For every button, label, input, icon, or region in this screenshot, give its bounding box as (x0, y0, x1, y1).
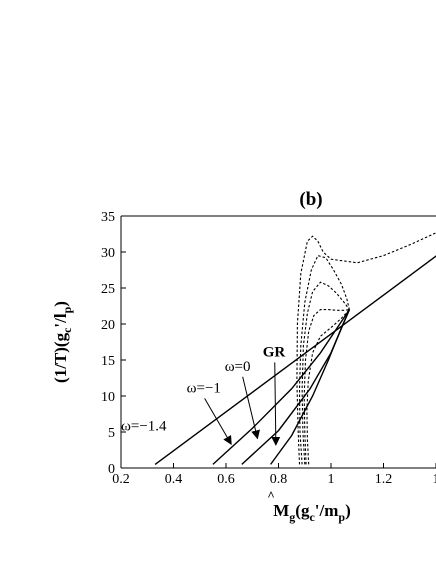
x-axis-title-close: ) (345, 501, 351, 520)
x-tick-label: 1 (433, 472, 436, 487)
dotted-curve (306, 309, 350, 465)
x-axis-hat: ^ (267, 488, 275, 503)
y-tick-label: 20 (101, 318, 115, 333)
y-axis-title-main: (1/T)(g (51, 332, 70, 383)
x-tick-label: 0.4 (165, 472, 183, 487)
series-group (154, 232, 436, 465)
annotation-arrow (242, 376, 260, 440)
x-tick-label: 1.2 (375, 472, 393, 487)
y-tick-label: 35 (101, 210, 115, 225)
x-axis-title: Mg(gc'/mp) (273, 501, 351, 524)
x-axis-title-main: M (273, 501, 289, 520)
y-axis-title: (1/T)(gc'/lp) (51, 301, 74, 383)
y-axis-title-mid: '/l (51, 313, 70, 327)
y-tick-label: 25 (101, 282, 115, 297)
x-ticks: 0.2 0.4 0.6 0.8 1 1.2 1 (112, 463, 436, 487)
solid-curve (270, 309, 351, 465)
y-tick-label: 0 (108, 462, 115, 477)
curve-annotation: ω=−1 (187, 380, 221, 396)
panel-label: (b) (299, 189, 322, 210)
x-axis-title-open: (g (295, 501, 310, 520)
x-axis-title-sub1: g (289, 510, 295, 524)
x-axis-title-sub3: p (338, 510, 345, 524)
dotted-curve (296, 232, 436, 465)
dotted-curve (298, 254, 350, 465)
y-axis-title-close: ) (51, 301, 70, 307)
annotation-arrow (204, 398, 232, 446)
x-axis-title-mid: '/m (315, 501, 339, 520)
curve-annotation: ω=−1.4 (121, 419, 167, 435)
y-axis-title-sub1: c (60, 327, 74, 333)
y-tick-label: 30 (101, 246, 115, 261)
x-tick-label: 0.2 (112, 472, 130, 487)
curve-annotation: ω=0 (225, 359, 251, 375)
solid-curve (154, 255, 436, 465)
x-axis-title-sub2: c (309, 510, 315, 524)
dotted-curve (301, 281, 350, 465)
y-tick-label: 15 (101, 354, 115, 369)
x-tick-label: 0.8 (270, 472, 288, 487)
annotations-group: GR ω=0ω=−1 ω=−1.4 (121, 344, 286, 446)
curve-annotation: GR (263, 344, 286, 360)
x-tick-label: 1 (328, 472, 335, 487)
y-ticks: 0 5 10 15 20 25 30 35 (101, 210, 126, 477)
y-axis-title-sub2: p (60, 306, 74, 313)
x-tick-label: 0.6 (217, 472, 235, 487)
dotted-curve (303, 309, 350, 465)
annotation-arrow (271, 362, 281, 446)
solid-curve (212, 309, 350, 465)
y-tick-label: 10 (101, 390, 115, 405)
y-tick-label: 5 (108, 426, 115, 441)
